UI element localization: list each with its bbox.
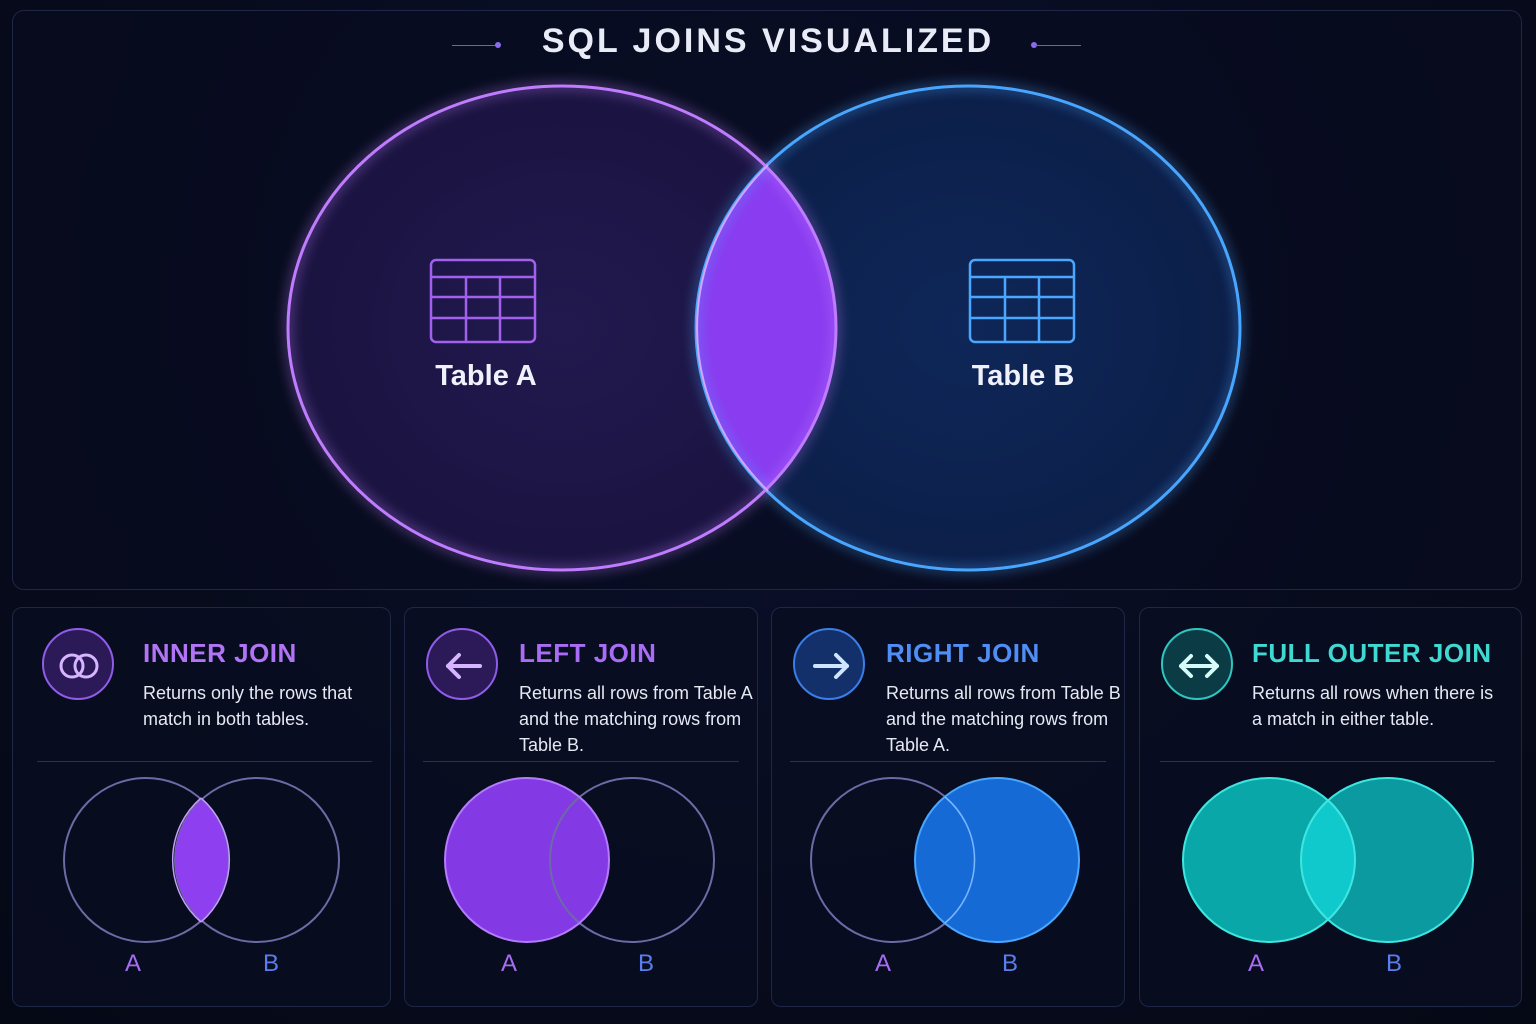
right-join-description: Returns all rows from Table B and the ma… [886,683,1121,755]
intersection-edge [171,797,202,923]
label-b: B [262,950,279,977]
intersection-edge [200,797,231,923]
table-b-circle [696,86,1240,570]
title-decoration-left [452,45,498,46]
inner-join-badge [42,628,114,700]
label-a: A [124,950,141,977]
inner-join-description: Returns only the rows that match in both… [143,683,353,729]
card-divider [790,761,1106,762]
intersection-edge [696,164,769,492]
hero-venn-diagram [286,84,1242,572]
circle-a-outline [1182,777,1356,943]
left-join-card: LEFT JOIN Returns all rows from Table A … [404,607,758,1007]
full-outer-join-title: FULL OUTER JOIN [1252,638,1492,668]
title-decoration-dot-left [495,42,501,48]
full-outer-join-description: Returns all rows when there is a match i… [1252,683,1494,729]
right-join-badge [793,628,865,700]
label-b: B [637,950,654,977]
table-a-circle [288,86,836,570]
table-b-label: Table B [971,360,1075,392]
full-outer-join-diagram [1182,777,1474,943]
circle-b [549,777,715,943]
card-divider [423,761,739,762]
right-join-card: RIGHT JOIN Returns all rows from Table B… [771,607,1125,1007]
inner-join-card: INNER JOIN Returns only the rows that ma… [12,607,391,1007]
table-grid-icon [429,258,537,344]
label-b: B [1385,950,1402,977]
title-wrap: SQL JOINS VISUALIZED [0,22,1536,61]
left-join-description: Returns all rows from Table A and the ma… [519,683,752,755]
full-outer-join-card: FULL OUTER JOIN Returns all rows when th… [1139,607,1522,1007]
label-a: A [874,950,891,977]
left-join-title: LEFT JOIN [519,638,657,668]
circle-b-filled [915,778,1079,942]
card-divider [1160,761,1495,762]
table-grid-icon [968,258,1076,344]
title-decoration-right [1035,45,1081,46]
page-title: SQL JOINS VISUALIZED [541,22,995,60]
arrow-left-icon [446,653,482,679]
double-arrow-icon [1179,654,1219,678]
circle-a-filled [445,778,609,942]
circle-b-outline [914,777,1080,943]
left-join-badge [426,628,498,700]
label-a: A [500,950,517,977]
right-join-diagram [810,777,1080,943]
inner-join-title: INNER JOIN [143,638,297,668]
inner-join-diagram [63,777,340,943]
arrow-right-icon [813,653,849,679]
circle-a-outline [444,777,610,943]
table-b-outline [694,84,1242,572]
left-join-diagram [444,777,715,943]
full-outer-join-badge [1161,628,1233,700]
label-b: B [1001,950,1018,977]
card-divider [37,761,372,762]
interlocking-rings-icon [59,653,99,679]
label-a: A [1247,950,1264,977]
table-a-outline [286,84,838,572]
circle-b-outline [1300,777,1474,943]
right-join-title: RIGHT JOIN [886,638,1040,668]
table-a-label: Table A [435,360,537,392]
intersection-highlight [175,778,228,942]
title-decoration-dot-right [1031,42,1037,48]
intersection-edge [944,796,976,924]
